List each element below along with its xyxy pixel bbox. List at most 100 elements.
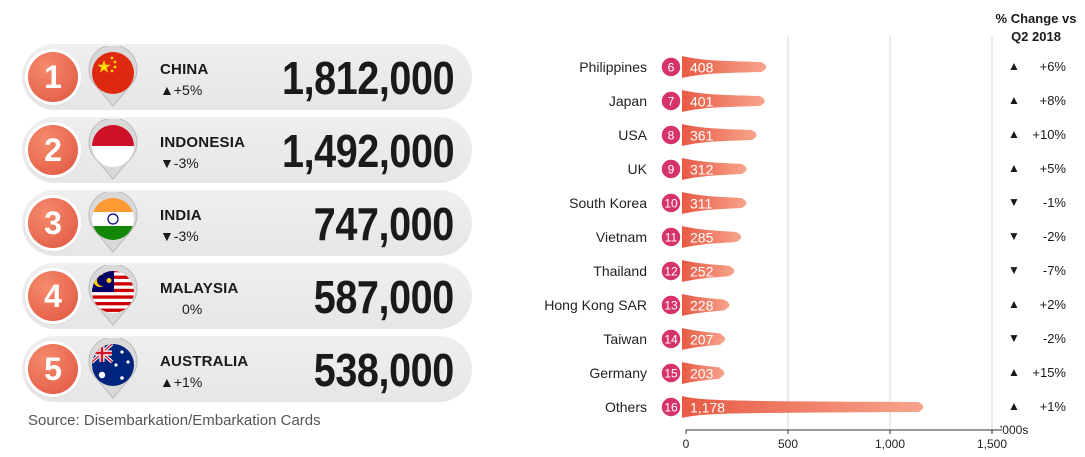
bar-value-label: 401 [690, 94, 714, 110]
australia-flag-icon [88, 338, 138, 399]
up-arrow-icon: ▲ [1008, 127, 1020, 141]
bar-value-label: 285 [690, 230, 714, 246]
bar-others [682, 396, 924, 418]
country-value: 587,000 [314, 271, 454, 323]
rank-badge [660, 294, 682, 316]
up-arrow-icon: ▲ [1008, 93, 1020, 107]
rank-row-1: 1 CHINA ▲+5% 1,812,000 [22, 44, 472, 110]
rank-badge: 2 [28, 125, 78, 175]
up-arrow-icon: ▲ [1008, 399, 1020, 413]
change-row: ▲ +8% [1004, 92, 1066, 110]
change-row: ▼ -2% [1004, 330, 1066, 348]
down-arrow-icon: ▼ [1008, 331, 1020, 345]
change-value: +8% [1039, 93, 1066, 108]
rank-row-2: 2 INDONESIA ▼-3% 1,492,000 [22, 117, 472, 183]
bar-value-label: 312 [690, 162, 714, 178]
x-tick-label: 0 [683, 437, 690, 451]
x-tick-label: 1,500 [977, 437, 1007, 451]
rank-badge [660, 362, 682, 384]
rank-badge [660, 124, 682, 146]
bar-value-label: 1,178 [690, 400, 725, 416]
bar-value-label: 252 [690, 264, 714, 280]
source-note: Source: Disembarkation/Embarkation Cards [28, 412, 321, 429]
rank-badge-label: 7 [668, 95, 675, 109]
category-label: South Korea [569, 195, 647, 211]
rank-badge-label: 15 [664, 367, 678, 381]
bar-philippines [682, 56, 767, 78]
rank-badge [660, 90, 682, 112]
rank-badge-label: 16 [664, 401, 678, 415]
change-value: -2% [1042, 229, 1066, 244]
change-value: -7% [1042, 263, 1066, 278]
rank-badge: 4 [28, 271, 78, 321]
change-value: -2% [1042, 331, 1066, 346]
change-value: +2% [1039, 297, 1066, 312]
bar-thailand [682, 260, 735, 282]
india-flag-icon [88, 192, 138, 253]
country-change: ▼-3% [160, 155, 199, 171]
bar-taiwan [682, 328, 726, 350]
category-label: Others [605, 399, 647, 415]
down-arrow-icon: ▼ [1008, 229, 1020, 243]
rank-badge-label: 13 [664, 299, 678, 313]
country-value: 747,000 [314, 198, 454, 250]
x-unit-label: '000s [1000, 423, 1028, 437]
country-name: INDIA [160, 207, 202, 224]
rank-badge: 3 [28, 198, 78, 248]
rank-badge-label: 8 [668, 129, 675, 143]
country-name: MALAYSIA [160, 280, 239, 297]
category-label: Taiwan [603, 331, 647, 347]
change-row: ▼ -1% [1004, 194, 1066, 212]
category-label: Germany [589, 365, 647, 381]
indonesia-flag-icon [88, 119, 138, 180]
change-row: ▼ -2% [1004, 228, 1066, 246]
change-row: ▲ +1% [1004, 398, 1066, 416]
country-change: 0% [182, 301, 203, 317]
country-name: CHINA [160, 61, 209, 78]
change-value: +10% [1032, 127, 1066, 142]
up-arrow-icon: ▲ [1008, 297, 1020, 311]
category-label: Japan [609, 93, 647, 109]
category-label: Hong Kong SAR [544, 297, 647, 313]
bar-hong-kong-sar [682, 294, 730, 316]
up-arrow-icon: ▲ [1008, 59, 1020, 73]
change-row: ▲ +15% [1004, 364, 1066, 382]
rank-badge [660, 158, 682, 180]
change-row: ▲ +2% [1004, 296, 1066, 314]
change-row: ▲ +5% [1004, 160, 1066, 178]
rank-badge-label: 12 [664, 265, 678, 279]
bar-value-label: 408 [690, 60, 714, 76]
rank-badge: 5 [28, 344, 78, 394]
bar-usa [682, 124, 757, 146]
down-arrow-icon: ▼ [1008, 195, 1020, 209]
rank-badge [660, 396, 682, 418]
x-tick-label: 500 [778, 437, 798, 451]
change-row: ▲ +6% [1004, 58, 1066, 76]
country-value: 1,812,000 [281, 52, 455, 104]
rank-badge-label: 9 [668, 163, 675, 177]
rank-badge [660, 192, 682, 214]
rank-badge-label: 11 [665, 231, 678, 245]
change-row: ▼ -7% [1004, 262, 1066, 280]
down-arrow-icon: ▼ [1008, 263, 1020, 277]
change-value: +1% [1039, 399, 1066, 414]
category-label: Thailand [593, 263, 647, 279]
rank-row-5: 5 AUSTRALIA ▲+1% 538,000 [22, 336, 472, 402]
rank-badge [660, 56, 682, 78]
country-value: 1,492,000 [281, 125, 455, 177]
change-row: ▲ +10% [1004, 126, 1066, 144]
country-change: ▼-3% [160, 228, 199, 244]
up-arrow-icon: ▲ [1008, 161, 1020, 175]
bar-germany [682, 362, 725, 384]
bar-uk [682, 158, 747, 180]
change-value: +5% [1039, 161, 1066, 176]
rank-badge: 1 [28, 52, 78, 102]
country-name: INDONESIA [160, 134, 246, 151]
bar-value-label: 311 [690, 196, 713, 212]
country-change: ▲+1% [160, 374, 203, 390]
country-name: AUSTRALIA [160, 353, 249, 370]
rank-badge-label: 10 [664, 197, 678, 211]
bar-vietnam [682, 226, 742, 248]
bar-value-label: 228 [690, 298, 714, 314]
